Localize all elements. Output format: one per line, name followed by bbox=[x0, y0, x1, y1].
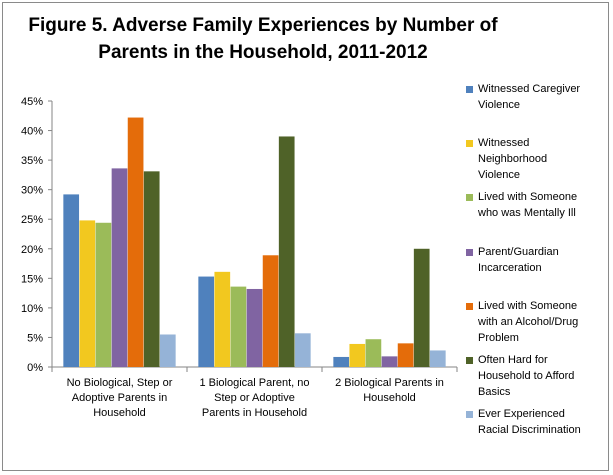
y-tick-label: 5% bbox=[27, 332, 43, 344]
bar bbox=[429, 350, 446, 367]
bar bbox=[349, 343, 366, 367]
y-tick-label: 10% bbox=[21, 303, 43, 315]
category-label: 1 Biological Parent, no bbox=[199, 377, 309, 389]
bar bbox=[127, 117, 144, 367]
legend-label: Parent/Guardian bbox=[478, 246, 559, 258]
legend-swatch bbox=[466, 303, 473, 310]
legend-label: Lived with Someone bbox=[478, 191, 577, 203]
bar bbox=[95, 222, 112, 367]
bar bbox=[333, 356, 350, 367]
y-tick-label: 0% bbox=[27, 362, 43, 374]
legend-swatch bbox=[466, 194, 473, 201]
bar bbox=[214, 271, 231, 367]
category-label: Parents in Household bbox=[202, 407, 307, 419]
category-label: Step or Adoptive bbox=[214, 392, 295, 404]
category-label: 2 Biological Parents in bbox=[335, 377, 444, 389]
legend-swatch bbox=[466, 249, 473, 256]
category-label: No Biological, Step or bbox=[67, 377, 173, 389]
legend-label: Household to Afford bbox=[478, 370, 574, 382]
bar bbox=[159, 334, 176, 367]
y-tick-label: 45% bbox=[21, 96, 43, 108]
bar bbox=[111, 168, 128, 367]
bar bbox=[413, 248, 430, 367]
legend-label: Lived with Someone bbox=[478, 300, 577, 312]
bar bbox=[246, 288, 263, 367]
legend-swatch bbox=[466, 357, 473, 364]
bar bbox=[397, 343, 414, 367]
bar bbox=[381, 356, 398, 367]
bar bbox=[230, 286, 247, 367]
y-tick-label: 20% bbox=[21, 244, 43, 256]
y-tick-label: 40% bbox=[21, 126, 43, 138]
bar bbox=[365, 339, 382, 367]
bar bbox=[143, 171, 160, 367]
category-label: Household bbox=[363, 392, 416, 404]
bar bbox=[278, 136, 295, 367]
chart-title-line-1: Figure 5. Adverse Family Experiences by … bbox=[28, 15, 498, 36]
legend-label: Racial Discrimination bbox=[478, 424, 581, 436]
legend-label: Violence bbox=[478, 169, 520, 181]
bar bbox=[294, 333, 311, 367]
legend-label: Basics bbox=[478, 386, 511, 398]
bar bbox=[198, 276, 215, 367]
legend-label: Violence bbox=[478, 99, 520, 111]
category-label: Household bbox=[93, 407, 146, 419]
legend-label: Witnessed Caregiver bbox=[478, 83, 580, 95]
legend-label: Incarceration bbox=[478, 262, 542, 274]
y-tick-label: 30% bbox=[21, 185, 43, 197]
legend-label: Problem bbox=[478, 332, 519, 344]
bar bbox=[262, 255, 279, 367]
bar bbox=[63, 194, 80, 367]
y-tick-label: 25% bbox=[21, 214, 43, 226]
legend-label: Ever Experienced bbox=[478, 408, 565, 420]
legend-label: Neighborhood bbox=[478, 153, 547, 165]
category-label: Adoptive Parents in bbox=[72, 392, 167, 404]
legend-swatch bbox=[466, 86, 473, 93]
legend-label: with an Alcohol/Drug bbox=[477, 316, 578, 328]
legend-label: Witnessed bbox=[478, 137, 529, 149]
legend-swatch bbox=[466, 140, 473, 147]
y-tick-label: 35% bbox=[21, 155, 43, 167]
y-tick-label: 15% bbox=[21, 273, 43, 285]
legend-swatch bbox=[466, 411, 473, 418]
bar bbox=[79, 220, 96, 367]
legend-label: Often Hard for bbox=[478, 354, 548, 366]
legend-label: who was Mentally Ill bbox=[477, 207, 576, 219]
chart-title: Figure 5. Adverse Family Experiences by … bbox=[28, 12, 498, 66]
chart-title-line-2: Parents in the Household, 2011-2012 bbox=[98, 42, 428, 63]
